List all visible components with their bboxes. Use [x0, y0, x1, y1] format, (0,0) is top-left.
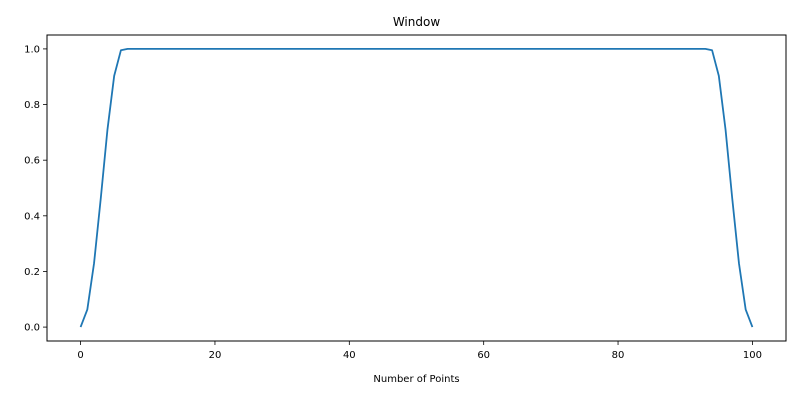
x-tick-label: 100	[743, 350, 762, 361]
x-tick-label: 60	[477, 350, 490, 361]
chart-title: Window	[393, 15, 441, 29]
axes-frame	[46, 34, 787, 342]
x-axis: 0 20 40 60 80 100	[77, 341, 762, 361]
y-tick-label: 1.0	[24, 44, 40, 55]
y-tick-label: 0.8	[24, 100, 40, 111]
plot-area: 0 20 40 60 80 100 0.0 0.2 0.4 0.6 0.8 1.0	[24, 34, 787, 361]
y-tick-label: 0.2	[24, 267, 40, 278]
x-tick-label: 0	[77, 350, 83, 361]
x-tick-label: 40	[343, 350, 356, 361]
y-axis: 0.0 0.2 0.4 0.6 0.8 1.0	[24, 44, 47, 334]
y-tick-label: 0.4	[24, 211, 40, 222]
x-tick-label: 80	[612, 350, 625, 361]
series-line	[79, 48, 754, 328]
x-tick-label: 20	[209, 350, 222, 361]
y-tick-label: 0.6	[24, 156, 40, 167]
x-axis-label: Number of Points	[373, 374, 459, 385]
y-tick-label: 0.0	[24, 323, 40, 334]
